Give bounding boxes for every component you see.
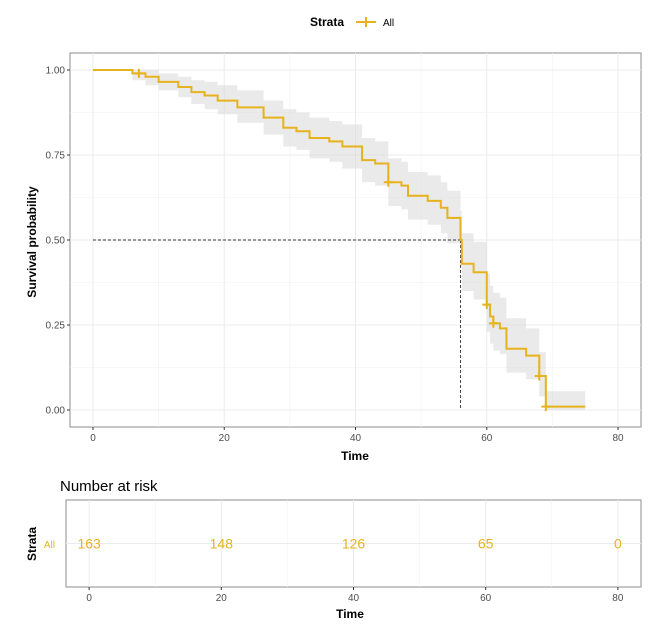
risk-x-tick-label: 80 — [612, 593, 624, 604]
y-tick-label: 1.00 — [46, 66, 66, 77]
legend: Strata All — [310, 15, 394, 29]
risk-count: 126 — [342, 536, 366, 552]
risk-count: 148 — [210, 536, 234, 552]
median-lines-layer — [92, 239, 461, 410]
y-tick-label: 0.25 — [46, 321, 66, 332]
risk-y-axis-title: Strata — [25, 527, 39, 561]
risk-count: 0 — [614, 536, 622, 552]
censor-mark — [534, 371, 544, 381]
censor-mark — [488, 318, 498, 328]
risk-table-values: 163 148 126 65 0 — [77, 536, 622, 552]
x-tick-label: 20 — [219, 433, 231, 444]
risk-row-label: All — [44, 540, 55, 551]
x-tick-label: 80 — [612, 433, 624, 444]
censor-marks-layer — [134, 68, 551, 412]
censor-mark — [541, 402, 551, 412]
y-tick-label: 0.00 — [46, 406, 66, 417]
survival-plot: 0 20 40 60 80 0.00 0.25 0.50 0.75 1.00 Time Surv… — [25, 52, 642, 463]
risk-table-gridlines — [66, 500, 641, 587]
x-axis-title: Time — [341, 449, 369, 463]
y-axis-ticks: 0.00 0.25 0.50 0.75 1.00 — [46, 66, 70, 417]
risk-count: 65 — [478, 536, 494, 552]
risk-x-tick-label: 0 — [86, 593, 92, 604]
risk-x-tick-label: 40 — [348, 593, 360, 604]
legend-label: All — [383, 18, 394, 29]
legend-key — [356, 17, 376, 27]
x-axis-ticks: 0 20 40 60 80 — [90, 427, 624, 444]
risk-count: 163 — [77, 536, 101, 552]
censor-mark — [482, 300, 492, 310]
censor-mark — [134, 68, 144, 78]
x-tick-label: 40 — [350, 433, 362, 444]
risk-x-tick-label: 60 — [480, 593, 492, 604]
risk-x-tick-label: 20 — [216, 593, 228, 604]
risk-x-axis-title: Time — [336, 607, 364, 621]
y-tick-label: 0.50 — [46, 236, 66, 247]
censor-mark — [383, 177, 393, 187]
risk-x-axis-ticks: 0 20 40 60 80 — [86, 587, 624, 604]
risk-table-title: Number at risk — [60, 478, 158, 495]
legend-title: Strata — [310, 15, 344, 29]
y-tick-label: 0.75 — [46, 151, 66, 162]
x-tick-label: 0 — [90, 433, 96, 444]
y-axis-title: Survival probability — [25, 186, 39, 298]
risk-table: Number at risk 163 148 126 65 0 0 20 40 60 80 Al… — [25, 478, 642, 621]
x-tick-label: 60 — [481, 433, 493, 444]
